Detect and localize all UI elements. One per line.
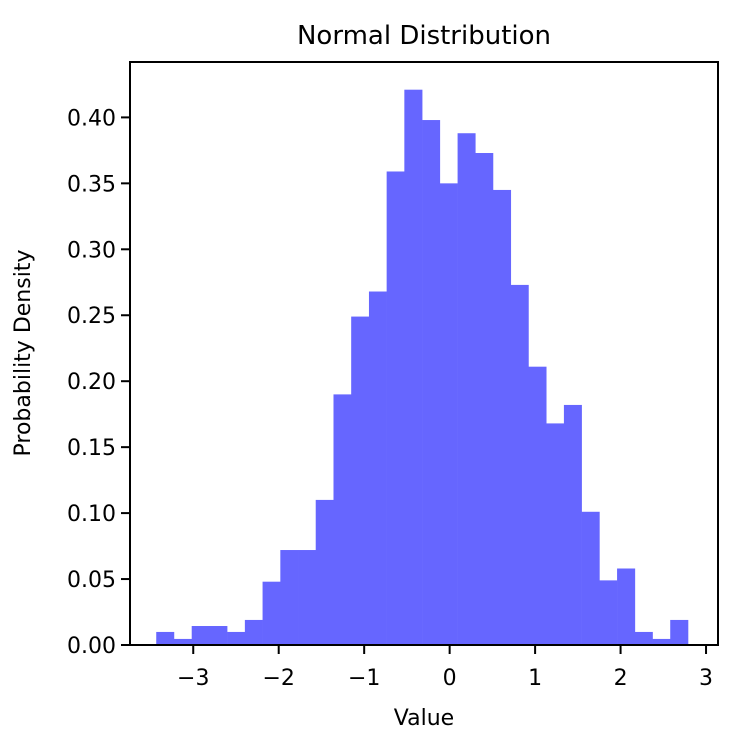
histogram-bar xyxy=(528,366,547,645)
histogram-bar xyxy=(191,626,210,645)
x-axis-label: Value xyxy=(394,706,454,731)
y-tick-label: 0.40 xyxy=(67,106,116,131)
x-tick-label: −2 xyxy=(262,666,294,691)
y-tick-label: 0.00 xyxy=(67,634,116,659)
x-tick-label: −1 xyxy=(348,666,380,691)
histogram-bar xyxy=(280,550,299,645)
y-tick-label: 0.30 xyxy=(67,238,116,263)
histogram-bar xyxy=(546,423,565,645)
x-tick-label: 0 xyxy=(443,666,457,691)
y-axis-ticks: 0.00 0.05 0.10 0.15 0.20 0.25 0.30 0.35 0.40 xyxy=(67,106,130,659)
x-tick-label: −3 xyxy=(177,666,209,691)
histogram-bar xyxy=(404,89,423,645)
histogram-bar xyxy=(351,316,370,645)
histogram-bar xyxy=(422,120,441,646)
histogram-bar xyxy=(262,581,281,645)
histogram-bar xyxy=(457,133,476,646)
x-tick-label: 1 xyxy=(528,666,542,691)
histogram-bar xyxy=(173,638,193,645)
histogram-bar xyxy=(634,631,653,645)
histogram-bar xyxy=(368,291,387,645)
y-tick-label: 0.20 xyxy=(67,370,116,395)
histogram-bar xyxy=(315,499,334,645)
y-axis-label: Probability Density xyxy=(11,250,36,457)
y-tick-label: 0.25 xyxy=(67,304,116,329)
axes-frame xyxy=(129,61,719,646)
histogram-bar xyxy=(510,284,529,645)
y-tick-label: 0.35 xyxy=(67,172,116,197)
x-tick-label: 2 xyxy=(614,666,628,691)
histogram-bar xyxy=(298,550,317,645)
histogram-bar xyxy=(492,189,512,645)
histogram-bar xyxy=(333,394,352,645)
histogram-bar xyxy=(617,568,636,645)
x-axis-ticks: −3 −2 −1 0 1 2 3 xyxy=(177,645,713,691)
x-tick-label: 3 xyxy=(699,666,713,691)
histogram-bar xyxy=(475,153,494,645)
histogram-bar xyxy=(209,626,228,645)
y-tick-label: 0.05 xyxy=(67,568,116,593)
histogram-bar xyxy=(581,511,600,645)
histogram-bar xyxy=(670,619,689,645)
chart-title: Normal Distribution xyxy=(297,21,551,51)
histogram-bar xyxy=(563,404,582,645)
histogram-bar xyxy=(652,638,671,645)
histogram-bar xyxy=(439,183,458,645)
histogram-bar xyxy=(227,631,246,645)
y-tick-label: 0.10 xyxy=(67,502,116,527)
histogram-bar xyxy=(244,619,263,645)
histogram-bar xyxy=(156,631,175,645)
histogram-bar xyxy=(386,171,405,646)
histogram-bar xyxy=(599,580,618,645)
y-tick-label: 0.15 xyxy=(67,436,116,461)
histogram-bars xyxy=(156,89,689,646)
